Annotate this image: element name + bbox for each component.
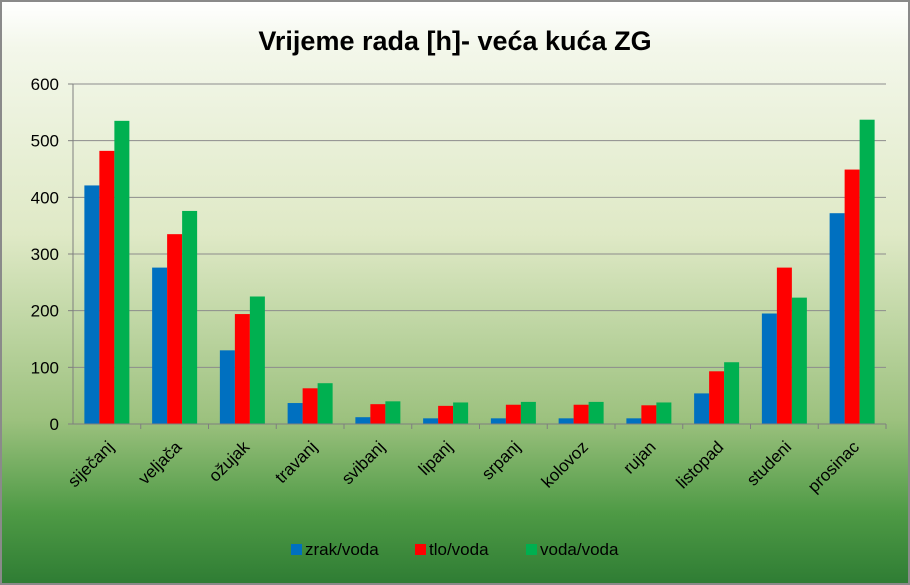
bar [219, 350, 235, 424]
y-tick-label: 300 [31, 245, 59, 264]
y-tick-label: 100 [31, 358, 59, 377]
bar [317, 383, 333, 424]
legend-label: zrak/voda [305, 540, 379, 559]
bar [423, 418, 439, 424]
x-tick-label: studeni [743, 437, 795, 489]
bar [249, 296, 265, 424]
bar [302, 388, 318, 424]
x-tick-label: svibanj [338, 437, 389, 488]
bar [694, 393, 710, 424]
bar [709, 371, 725, 424]
bar [385, 401, 401, 424]
bar [656, 402, 672, 424]
bar [99, 150, 115, 424]
bar [490, 418, 506, 424]
legend-swatch [291, 544, 302, 555]
legend-swatch [415, 544, 426, 555]
bar [234, 314, 250, 424]
y-tick-label: 400 [31, 188, 59, 207]
legend-label: tlo/voda [429, 540, 489, 559]
bar [724, 362, 740, 424]
y-tick-label: 600 [31, 75, 59, 94]
bar [588, 401, 604, 424]
bar [287, 403, 303, 424]
bar [84, 185, 100, 424]
plot-area: 0 100 200 300 400 500 600 siječanj veljača ožujak… [31, 75, 887, 496]
bar [520, 401, 536, 424]
legend-swatch [526, 544, 537, 555]
bar [438, 405, 454, 424]
x-tick-label: siječanj [64, 437, 118, 491]
bar [844, 169, 860, 424]
chart-title: Vrijeme rada [h]- veća kuća ZG [258, 26, 651, 56]
bar [355, 417, 371, 424]
bar [626, 418, 642, 424]
bar [114, 120, 130, 424]
legend-label: voda/voda [540, 540, 619, 559]
bar [167, 234, 183, 424]
bar [641, 405, 657, 424]
x-tick-label: prosinac [804, 437, 863, 496]
bar [558, 418, 574, 424]
y-tick-label: 500 [31, 132, 59, 151]
x-tick-label: veljača [135, 437, 186, 488]
x-tick-label: srpanj [478, 437, 524, 483]
bar [505, 404, 521, 424]
bar [859, 119, 875, 424]
bar [776, 267, 792, 424]
bar [370, 404, 386, 424]
bar [791, 297, 807, 424]
y-tick-label: 0 [50, 415, 59, 434]
bar [761, 313, 777, 424]
x-tick-label: travanj [271, 437, 321, 487]
bar [182, 210, 198, 424]
x-tick-label: lipanj [415, 437, 457, 479]
bar [829, 213, 845, 424]
y-tick-label: 200 [31, 302, 59, 321]
bar [453, 402, 469, 424]
bar [152, 267, 168, 424]
x-tick-label: kolovoz [538, 437, 592, 491]
legend: zrak/voda tlo/voda voda/voda [291, 540, 619, 559]
bar [573, 404, 589, 424]
x-tick-label: ožujak [205, 437, 254, 486]
x-tick-label: listopad [673, 437, 728, 492]
x-tick-label: rujan [620, 437, 660, 477]
